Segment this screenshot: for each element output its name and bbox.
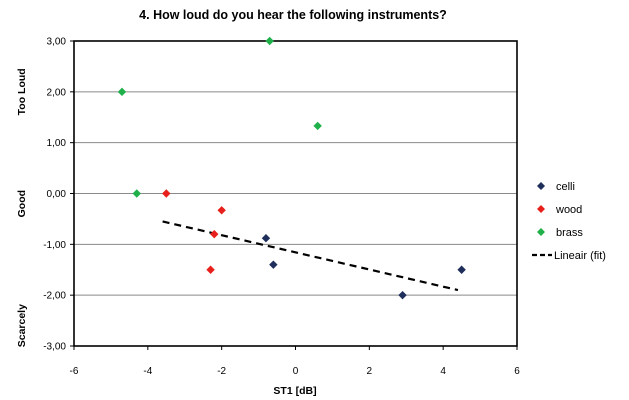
data-points xyxy=(117,36,466,300)
point-celli xyxy=(457,265,466,274)
legend-label-celli: celli xyxy=(556,181,575,193)
y-band-label: Good xyxy=(16,190,28,217)
y-tick-label: 1,00 xyxy=(47,138,67,149)
legend-label-brass: brass xyxy=(556,227,583,239)
y-tick-label: -1,00 xyxy=(43,240,66,251)
y-axis-ticks: 3,00 2,00 1,00 0,00 -1,00 -2,00 -3,00 xyxy=(43,37,74,353)
x-axis-ticks: -6 -4 -2 0 2 4 6 xyxy=(70,346,520,377)
x-tick-label: 2 xyxy=(367,366,373,377)
y-tick-label: -3,00 xyxy=(43,342,66,353)
legend: celli wood brass Lineair (fit) xyxy=(532,181,606,262)
y-tick-label: -2,00 xyxy=(43,291,66,302)
legend-marker-wood xyxy=(537,205,545,213)
point-celli xyxy=(398,290,407,300)
x-tick-label: 6 xyxy=(514,366,520,377)
point-wood xyxy=(217,206,226,215)
fit-line-segment xyxy=(162,220,459,292)
point-wood xyxy=(162,189,171,198)
x-tick-label: 0 xyxy=(293,366,299,377)
point-brass xyxy=(117,87,127,97)
x-tick-label: 4 xyxy=(440,366,446,377)
x-tick-label: -6 xyxy=(70,366,79,377)
fit-line xyxy=(162,220,459,292)
legend-label-fit: Lineair (fit) xyxy=(554,250,606,262)
point-celli xyxy=(269,260,278,269)
legend-label-wood: wood xyxy=(555,204,582,216)
x-tick-label: -4 xyxy=(143,366,152,377)
y-tick-label: 0,00 xyxy=(47,189,67,200)
point-wood xyxy=(206,265,215,274)
legend-marker-brass xyxy=(537,228,545,236)
point-brass xyxy=(132,189,141,198)
x-tick-label: -2 xyxy=(217,366,226,377)
point-wood xyxy=(210,229,219,239)
y-tick-label: 3,00 xyxy=(47,37,67,48)
y-tick-label: 2,00 xyxy=(47,87,67,98)
point-brass xyxy=(265,36,274,46)
legend-marker-celli xyxy=(537,182,545,190)
y-band-label: Scarcely xyxy=(16,304,28,347)
chart-title: 4. How loud do you hear the following in… xyxy=(139,8,447,22)
x-axis-label: ST1 [dB] xyxy=(273,385,316,397)
y-axis-band-labels: Too Loud Good Scarcely xyxy=(16,68,28,347)
y-band-label: Too Loud xyxy=(16,68,28,115)
point-brass xyxy=(313,121,322,131)
point-celli xyxy=(261,234,271,243)
